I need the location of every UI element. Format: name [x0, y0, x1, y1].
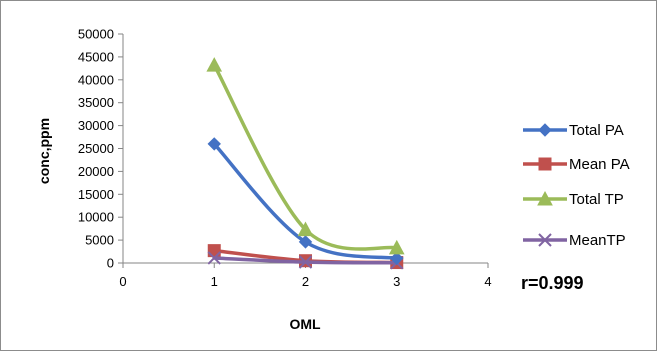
y-axis-title: conc,ppm [36, 118, 52, 184]
legend-label-total-tp: Total TP [569, 191, 624, 208]
y-tick-label: 5000 [85, 233, 114, 248]
x-tick-label: 4 [484, 274, 491, 289]
y-tick-label: 35000 [78, 95, 114, 110]
series-total-tp [206, 57, 405, 255]
legend: Total PA Mean PA Total TP MeanTP [523, 122, 630, 249]
x-tick-label: 1 [211, 274, 218, 289]
legend-marker-total-pa [538, 123, 552, 137]
y-tick-label: 10000 [78, 210, 114, 225]
data-point-meantp [298, 255, 313, 269]
legend-marker-meantp [538, 233, 552, 247]
axes: 0 5000 10000 15000 20000 25000 30000 35000 40000… [78, 27, 492, 290]
y-tick-label: 25000 [78, 141, 114, 156]
legend-marker-total-tp [537, 190, 553, 206]
data-point-meantp-stroke [207, 251, 221, 265]
x-tick-label: 2 [302, 274, 309, 289]
y-tick-label: 40000 [78, 72, 114, 87]
data-point-total-pa [390, 251, 404, 266]
legend-item-mean-pa: Mean PA [523, 156, 630, 173]
series-total-pa [207, 137, 404, 266]
data-point-total-pa [298, 235, 313, 249]
x-tick-label: 0 [119, 274, 126, 289]
series-layer [206, 57, 405, 270]
y-tick-label: 30000 [78, 118, 114, 133]
x-tick-label: 3 [393, 274, 400, 289]
data-point-meantp-stroke [298, 255, 313, 269]
data-point-total-tp [297, 221, 314, 237]
y-tick-label: 0 [107, 256, 114, 271]
legend-marker-mean-pa [538, 157, 552, 171]
x-axis-title: OML [289, 316, 321, 332]
legend-marker-meantp-stroke [538, 233, 552, 247]
y-tick-label: 20000 [78, 164, 114, 179]
y-tick-label: 45000 [78, 49, 114, 64]
legend-item-total-tp: Total TP [523, 190, 624, 208]
legend-label-mean-pa: Mean PA [569, 156, 630, 173]
legend-label-total-pa: Total PA [569, 122, 624, 139]
legend-item-meantp: MeanTP [523, 232, 626, 249]
data-point-total-tp [388, 239, 405, 255]
y-tick-label: 15000 [78, 187, 114, 202]
data-point-total-pa [207, 137, 221, 151]
legend-label-meantp: MeanTP [569, 232, 626, 249]
data-point-meantp [207, 251, 221, 265]
y-tick-label: 50000 [78, 27, 114, 42]
legend-item-total-pa: Total PA [523, 122, 624, 139]
data-point-total-tp [206, 57, 223, 72]
correlation-annotation: r=0.999 [521, 273, 584, 293]
series-line-total-tp [212, 63, 399, 251]
